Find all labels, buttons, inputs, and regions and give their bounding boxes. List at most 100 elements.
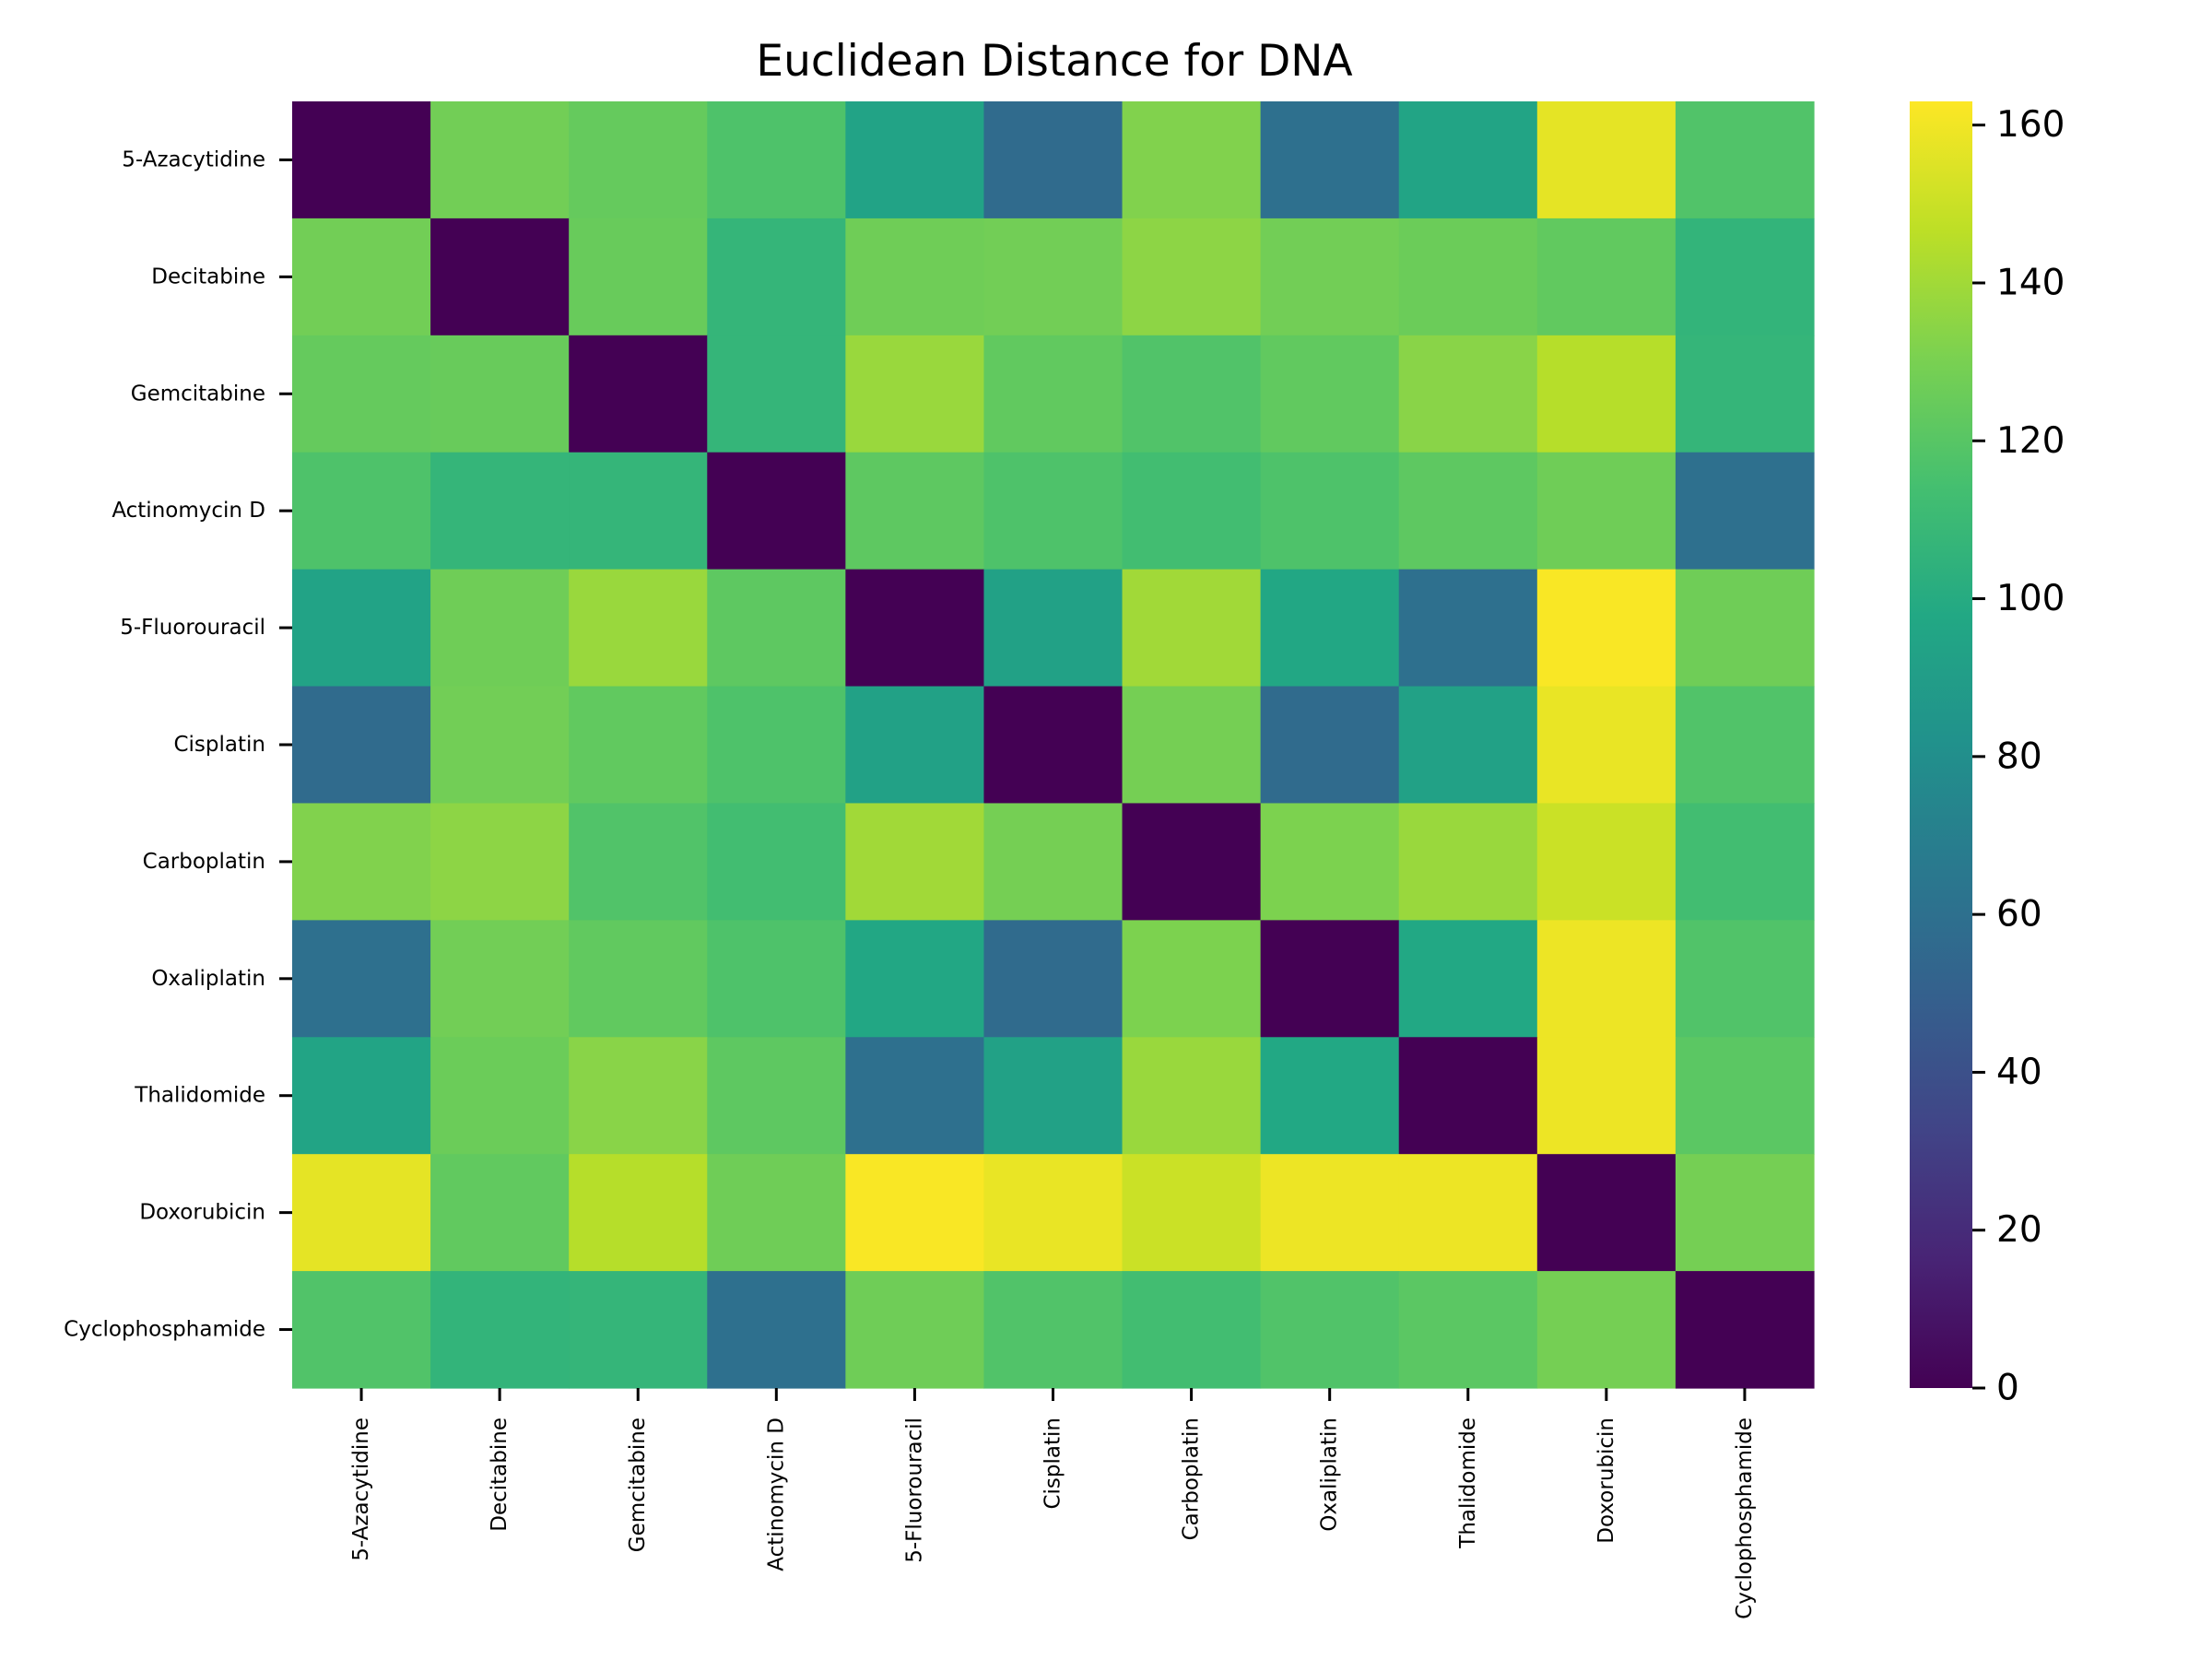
heatmap-cell-5-fluorouracil-carboplatin	[1122, 569, 1262, 688]
heatmap-cell-5-azacytidine-doxorubicin	[1536, 101, 1677, 219]
heatmap-cell-cisplatin-5-azacytidine	[292, 686, 431, 805]
heatmap-cell-oxaliplatin-thalidomide	[1398, 920, 1538, 1038]
heatmap-cell-actinomycin-d-cisplatin	[983, 452, 1124, 571]
heatmap-cell-actinomycin-d-5-azacytidine	[292, 452, 431, 571]
heatmap-cell-5-fluorouracil-decitabine	[430, 569, 570, 688]
heatmap-cell-5-azacytidine-decitabine	[430, 101, 570, 219]
heatmap-cell-5-fluorouracil-thalidomide	[1398, 569, 1538, 688]
heatmap-cell-decitabine-5-azacytidine	[292, 218, 431, 336]
heatmap-cell-doxorubicin-carboplatin	[1122, 1154, 1262, 1272]
heatmap-cell-actinomycin-d-5-fluorouracil	[845, 452, 985, 571]
heatmap-cell-doxorubicin-actinomycin-d	[707, 1154, 846, 1272]
heatmap-cell-gemcitabine-oxaliplatin	[1260, 335, 1400, 453]
heatmap-cell-cyclophosphamide-gemcitabine	[569, 1271, 708, 1389]
heatmap-cell-decitabine-cisplatin	[983, 218, 1124, 336]
heatmap-cell-thalidomide-gemcitabine	[569, 1037, 708, 1155]
colorbar-tick-label-40: 40	[1996, 1052, 2042, 1093]
heatmap-cell-gemcitabine-gemcitabine	[569, 335, 708, 453]
heatmap-cell-doxorubicin-cyclophosphamide	[1675, 1154, 1815, 1272]
heatmap-cell-carboplatin-oxaliplatin	[1260, 803, 1400, 921]
y-tick-label-doxorubicin: Doxorubicin	[139, 1201, 265, 1225]
heatmap-cell-cyclophosphamide-cyclophosphamide	[1675, 1271, 1815, 1389]
heatmap-cell-5-fluorouracil-cyclophosphamide	[1675, 569, 1815, 688]
heatmap-cell-doxorubicin-thalidomide	[1398, 1154, 1538, 1272]
heatmap-cell-thalidomide-carboplatin	[1122, 1037, 1262, 1155]
heatmap-cell-5-fluorouracil-cisplatin	[983, 569, 1124, 688]
heatmap-cell-5-fluorouracil-5-fluorouracil	[845, 569, 985, 688]
heatmap-cell-cyclophosphamide-5-azacytidine	[292, 1271, 431, 1389]
x-tick-label-cisplatin: Cisplatin	[1041, 1418, 1065, 1510]
heatmap-cell-carboplatin-5-fluorouracil	[845, 803, 985, 921]
heatmap-cell-5-azacytidine-cisplatin	[983, 101, 1124, 219]
heatmap-cell-cyclophosphamide-decitabine	[430, 1271, 570, 1389]
y-tick-label-cyclophosphamide: Cyclophosphamide	[64, 1318, 265, 1342]
heatmap-cell-decitabine-cyclophosphamide	[1675, 218, 1815, 336]
heatmap-cell-carboplatin-decitabine	[430, 803, 570, 921]
heatmap-cell-decitabine-thalidomide	[1398, 218, 1538, 336]
heatmap-cell-5-azacytidine-cyclophosphamide	[1675, 101, 1815, 219]
heatmap-cell-oxaliplatin-oxaliplatin	[1260, 920, 1400, 1038]
y-tick-label-decitabine: Decitabine	[151, 265, 265, 288]
heatmap-cell-gemcitabine-cyclophosphamide	[1675, 335, 1815, 453]
heatmap-cells	[292, 101, 1815, 1389]
heatmap-cell-oxaliplatin-carboplatin	[1122, 920, 1262, 1038]
heatmap-cell-oxaliplatin-cyclophosphamide	[1675, 920, 1815, 1038]
colorbar-tick-label-140: 140	[1996, 262, 2065, 303]
heatmap-cell-5-azacytidine-actinomycin-d	[707, 101, 846, 219]
heatmap-cell-carboplatin-cyclophosphamide	[1675, 803, 1815, 921]
x-tick-label-cyclophosphamide: Cyclophosphamide	[1733, 1418, 1757, 1619]
y-tick-label-cisplatin: Cisplatin	[173, 733, 265, 757]
heatmap-cell-cyclophosphamide-cisplatin	[983, 1271, 1124, 1389]
heatmap-cell-decitabine-gemcitabine	[569, 218, 708, 336]
y-tick-label-oxaliplatin: Oxaliplatin	[151, 967, 265, 991]
heatmap-cell-cisplatin-actinomycin-d	[707, 686, 846, 805]
x-tick-label-doxorubicin: Doxorubicin	[1594, 1418, 1618, 1544]
heatmap-cell-5-fluorouracil-oxaliplatin	[1260, 569, 1400, 688]
heatmap-cell-5-fluorouracil-gemcitabine	[569, 569, 708, 688]
heatmap-cell-gemcitabine-5-fluorouracil	[845, 335, 985, 453]
heatmap-cell-5-fluorouracil-5-azacytidine	[292, 569, 431, 688]
heatmap-cell-gemcitabine-5-azacytidine	[292, 335, 431, 453]
heatmap-cell-actinomycin-d-carboplatin	[1122, 452, 1262, 571]
heatmap-cell-thalidomide-thalidomide	[1398, 1037, 1538, 1155]
heatmap-cell-oxaliplatin-5-azacytidine	[292, 920, 431, 1038]
heatmap-cell-thalidomide-cyclophosphamide	[1675, 1037, 1815, 1155]
heatmap-cell-5-azacytidine-gemcitabine	[569, 101, 708, 219]
heatmap-cell-actinomycin-d-decitabine	[430, 452, 570, 571]
heatmap-cell-doxorubicin-cisplatin	[983, 1154, 1124, 1272]
heatmap-cell-actinomycin-d-oxaliplatin	[1260, 452, 1400, 571]
heatmap-cell-cyclophosphamide-oxaliplatin	[1260, 1271, 1400, 1389]
heatmap-cell-actinomycin-d-thalidomide	[1398, 452, 1538, 571]
heatmap-cell-cyclophosphamide-5-fluorouracil	[845, 1271, 985, 1389]
heatmap-cell-cisplatin-doxorubicin	[1536, 686, 1677, 805]
heatmap-cell-cisplatin-gemcitabine	[569, 686, 708, 805]
colorbar-tick-label-0: 0	[1996, 1368, 2019, 1409]
colorbar-tick-label-80: 80	[1996, 735, 2042, 777]
heatmap-cell-decitabine-carboplatin	[1122, 218, 1262, 336]
heatmap-cell-actinomycin-d-cyclophosphamide	[1675, 452, 1815, 571]
heatmap-cell-cyclophosphamide-actinomycin-d	[707, 1271, 846, 1389]
heatmap-cell-thalidomide-actinomycin-d	[707, 1037, 846, 1155]
heatmap-cell-doxorubicin-gemcitabine	[569, 1154, 708, 1272]
x-tick-label-oxaliplatin: Oxaliplatin	[1318, 1418, 1342, 1532]
heatmap-cell-cisplatin-thalidomide	[1398, 686, 1538, 805]
colorbar-tick-label-100: 100	[1996, 578, 2065, 619]
colorbar-tick-label-120: 120	[1996, 420, 2065, 462]
x-tick-label-5-azacytidine: 5-Azacytidine	[349, 1418, 373, 1561]
heatmap-cell-doxorubicin-decitabine	[430, 1154, 570, 1272]
heatmap-cell-5-azacytidine-5-azacytidine	[292, 101, 431, 219]
heatmap-cell-doxorubicin-5-azacytidine	[292, 1154, 431, 1272]
heatmap-cell-decitabine-5-fluorouracil	[845, 218, 985, 336]
colorbar-tick-label-60: 60	[1996, 894, 2042, 935]
heatmap-cell-actinomycin-d-gemcitabine	[569, 452, 708, 571]
heatmap-cell-actinomycin-d-actinomycin-d	[707, 452, 846, 571]
heatmap-cell-cisplatin-carboplatin	[1122, 686, 1262, 805]
heatmap-cell-cisplatin-decitabine	[430, 686, 570, 805]
heatmap-cell-cisplatin-cyclophosphamide	[1675, 686, 1815, 805]
heatmap-cell-carboplatin-actinomycin-d	[707, 803, 846, 921]
heatmap-cell-cyclophosphamide-doxorubicin	[1536, 1271, 1677, 1389]
heatmap-cell-carboplatin-thalidomide	[1398, 803, 1538, 921]
x-axis: 5-Azacytidine Decitabine Gemcitabine Actino…	[349, 1388, 1757, 1619]
x-tick-label-5-fluorouracil: 5-Fluorouracil	[902, 1418, 926, 1563]
heatmap-cell-thalidomide-oxaliplatin	[1260, 1037, 1400, 1155]
